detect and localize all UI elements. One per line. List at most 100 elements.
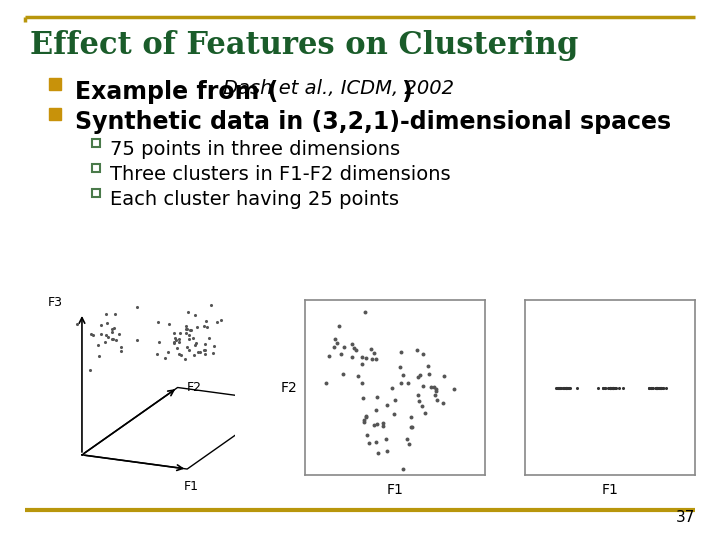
Point [106, 334, 117, 343]
Point [323, 352, 335, 361]
Text: 75 points in three dimensions: 75 points in three dimensions [110, 140, 400, 159]
Point [107, 335, 119, 343]
Point [328, 343, 340, 352]
Point [163, 320, 175, 328]
Point [371, 406, 382, 415]
Point [171, 343, 183, 352]
Point [168, 338, 180, 346]
Point [605, 383, 616, 392]
Point [555, 383, 567, 392]
Point [359, 308, 370, 316]
Point [418, 382, 429, 390]
Point [405, 413, 416, 421]
Point [560, 383, 572, 392]
Point [604, 383, 616, 392]
Point [423, 369, 434, 378]
Point [200, 316, 212, 325]
Point [99, 338, 111, 346]
Point [174, 334, 185, 343]
Point [660, 383, 672, 392]
Point [558, 383, 570, 392]
Point [604, 383, 616, 392]
Text: Example from (: Example from ( [75, 80, 279, 104]
Point [431, 386, 442, 395]
Point [557, 383, 569, 392]
Text: F2: F2 [280, 381, 297, 395]
Point [71, 319, 83, 328]
Point [606, 383, 618, 392]
Point [95, 321, 107, 329]
Point [211, 318, 222, 327]
Bar [92, 139, 100, 147]
Point [645, 383, 657, 392]
Point [428, 382, 439, 391]
Point [152, 350, 163, 359]
Point [607, 383, 618, 392]
Point [606, 383, 617, 392]
Point [562, 383, 573, 392]
Point [650, 383, 662, 392]
Point [554, 383, 565, 392]
Point [655, 383, 667, 392]
Point [605, 383, 616, 392]
Point [335, 349, 346, 358]
Point [174, 328, 185, 337]
Point [395, 347, 407, 356]
Point [438, 372, 449, 381]
Point [360, 411, 372, 420]
Point [377, 422, 389, 431]
Point [106, 328, 117, 336]
Point [180, 328, 192, 337]
Point [413, 396, 425, 405]
Point [192, 348, 204, 356]
Text: ): ) [401, 80, 412, 104]
Point [571, 383, 582, 392]
Point [552, 383, 564, 392]
Point [430, 385, 441, 394]
Point [437, 398, 449, 407]
Point [333, 322, 345, 331]
Point [360, 413, 372, 421]
Point [208, 342, 220, 350]
Point [198, 321, 210, 330]
Point [356, 359, 368, 368]
Point [203, 334, 215, 343]
Point [337, 370, 348, 379]
Point [643, 383, 654, 392]
Point [564, 383, 575, 392]
Point [397, 464, 408, 473]
Point [395, 379, 407, 387]
Point [562, 383, 574, 392]
Point [184, 331, 195, 340]
Point [199, 346, 211, 354]
Point [593, 383, 604, 392]
Point [187, 333, 199, 342]
Point [181, 325, 192, 334]
Point [654, 383, 666, 392]
Point [351, 345, 362, 354]
Bar [92, 189, 100, 197]
Point [352, 372, 364, 381]
Point [201, 323, 212, 332]
Point [422, 361, 433, 370]
Point [84, 366, 96, 374]
Point [403, 440, 415, 449]
Bar [49, 78, 61, 90]
Point [608, 383, 619, 392]
Point [170, 336, 181, 345]
Point [405, 422, 417, 431]
Point [111, 336, 122, 345]
Point [415, 371, 426, 380]
Point [449, 384, 460, 393]
Text: Synthetic data in (3,2,1)-dimensional spaces: Synthetic data in (3,2,1)-dimensional sp… [75, 110, 671, 134]
Point [160, 353, 171, 362]
Point [395, 362, 406, 371]
Point [599, 383, 611, 392]
Point [402, 379, 413, 387]
Point [87, 331, 99, 340]
Point [618, 383, 629, 392]
Point [561, 383, 572, 392]
Point [644, 383, 655, 392]
Point [348, 344, 360, 353]
Text: Each cluster having 25 points: Each cluster having 25 points [110, 190, 399, 209]
